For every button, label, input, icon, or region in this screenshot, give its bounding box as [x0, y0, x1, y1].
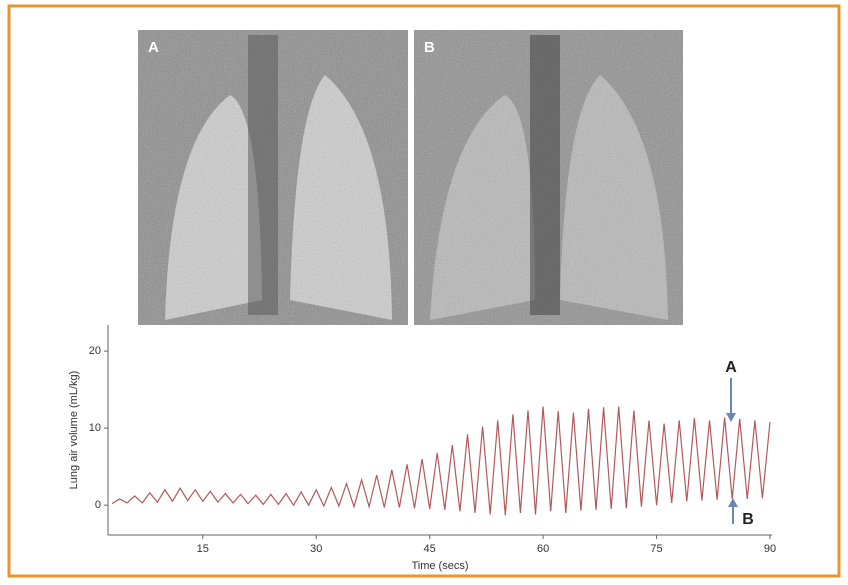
xray-a	[138, 30, 408, 325]
x-tick-label: 75	[650, 543, 662, 555]
annotation: A	[725, 359, 737, 376]
y-tick-label: 0	[95, 499, 101, 511]
arrow-head	[726, 413, 736, 422]
y-axis-label: Lung air volume (mL/kg)	[68, 371, 80, 490]
x-tick-label: 90	[764, 543, 776, 555]
x-tick-label: 30	[310, 543, 322, 555]
xray-b	[414, 30, 683, 325]
data-line	[111, 406, 771, 516]
image-label: B	[424, 39, 435, 56]
x-tick-label: 15	[197, 543, 209, 555]
frame	[7, 4, 841, 578]
image-label: A	[148, 39, 159, 56]
x-tick-label: 60	[537, 543, 549, 555]
y-tick-label: 20	[89, 345, 101, 357]
arrow-head	[728, 498, 738, 507]
y-tick-label: 10	[89, 422, 101, 434]
annotation: B	[742, 511, 754, 528]
x-tick-label: 45	[424, 543, 436, 555]
x-axis-label: Time (secs)	[411, 560, 468, 572]
